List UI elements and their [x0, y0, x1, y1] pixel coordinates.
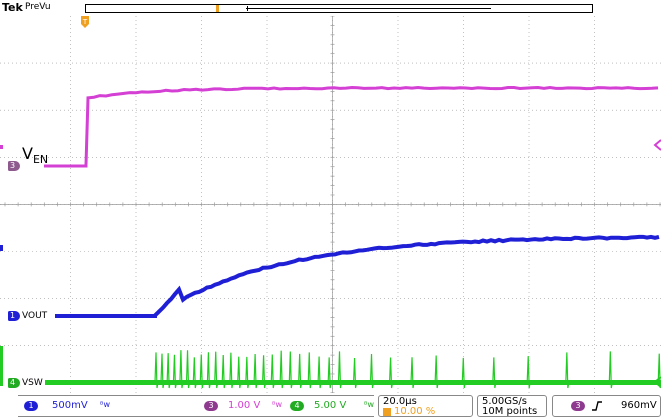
ven-label-main: V [22, 144, 33, 163]
record-length-value: 10M points [482, 406, 537, 417]
ven-label-sub: EN [33, 153, 48, 166]
waveform-display: T [0, 16, 661, 393]
trigger-marker-letter: T [82, 18, 88, 26]
ch4-bw-limit: ᴮw [364, 400, 374, 409]
vout-label: VOUT [22, 311, 47, 321]
acquisition-settings-panel[interactable]: 5.00GS/s 10M points [477, 395, 547, 417]
ch1-scale[interactable]: 500mV [52, 400, 88, 411]
ch1-badge: 1 [24, 401, 38, 411]
ch1-marker[interactable]: 1 [8, 311, 20, 321]
vsw-label: VSW [22, 378, 43, 388]
rising-edge-icon [591, 400, 603, 412]
ch1-marker-label: 1 [10, 311, 15, 320]
ch4-marker-label: 4 [10, 378, 15, 387]
record-view-trigger [216, 5, 219, 12]
horizontal-settings-panel[interactable]: 20.0µs 10.00 % [378, 395, 473, 417]
trigger-source-badge: 3 [571, 401, 585, 411]
status-bar: 1 500mV ᴮw 3 1.00 V ᴮw 4 5.00 V ᴮw 20.0µ… [0, 394, 661, 419]
ch4-scale[interactable]: 5.00 V [314, 400, 346, 411]
ch3-marker-label: 3 [10, 161, 15, 170]
ch1-bw-limit: ᴮw [100, 400, 110, 409]
trigger-position-value[interactable]: 10.00 % [394, 406, 435, 417]
scope-header: Tek PreVu [0, 0, 661, 16]
ven-label: VEN [22, 144, 48, 166]
record-view-window[interactable] [216, 6, 248, 11]
record-view-bar[interactable] [85, 4, 593, 13]
ch4-badge: 4 [290, 401, 304, 411]
ch1-left-stub [0, 245, 3, 251]
ch3-marker[interactable]: 3 [8, 161, 20, 171]
ch4-marker[interactable]: 4 [8, 378, 20, 388]
trigger-settings-panel[interactable]: 3 960mV [552, 395, 661, 417]
vertical-settings-panel[interactable]: 1 500mV ᴮw 3 1.00 V ᴮw 4 5.00 V ᴮw [18, 395, 374, 417]
ch3-bw-limit: ᴮw [272, 400, 282, 409]
brand-label: Tek [2, 1, 23, 14]
ch4-left-stub [0, 346, 3, 386]
trigger-position-icon [383, 408, 391, 416]
ch3-badge: 3 [204, 401, 218, 411]
acquisition-status: PreVu [25, 2, 51, 12]
vsw-baseline [45, 380, 661, 385]
ch3-scale[interactable]: 1.00 V [228, 400, 260, 411]
trigger-level-value[interactable]: 960mV [621, 400, 657, 411]
record-view-line [246, 8, 491, 9]
ch3-left-stub [0, 145, 3, 149]
